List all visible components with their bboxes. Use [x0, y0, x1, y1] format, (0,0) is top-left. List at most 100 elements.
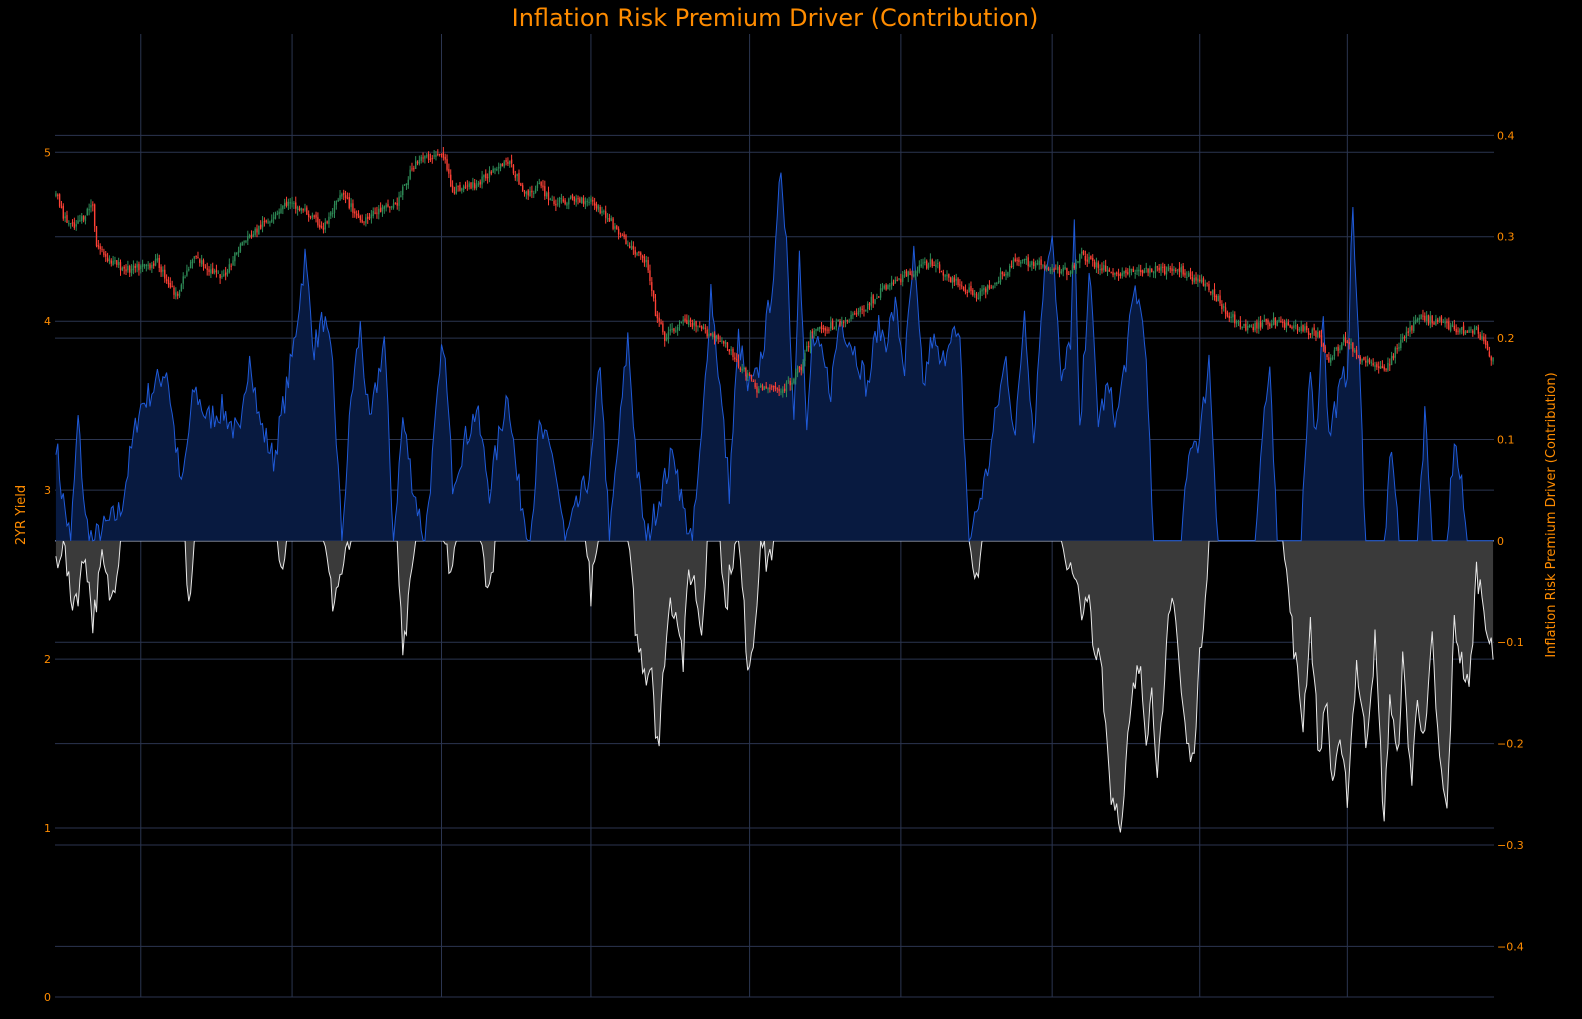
candle-body: [103, 251, 105, 256]
candle-body: [424, 155, 426, 159]
candle-body: [499, 163, 502, 169]
candle-body: [1413, 322, 1415, 332]
candle-body: [1293, 325, 1295, 328]
candle-body: [90, 205, 92, 208]
candle-body: [127, 266, 129, 271]
candle-body: [972, 290, 974, 295]
candle-body: [545, 193, 548, 197]
candle-body: [1007, 272, 1009, 276]
candle-body: [861, 308, 863, 310]
candle-body: [739, 368, 742, 370]
candle-body: [1199, 279, 1201, 282]
candle-body: [1033, 262, 1035, 266]
candle-body: [713, 333, 716, 339]
candle-body: [1104, 265, 1107, 272]
candle-body: [990, 287, 992, 289]
candle-body: [204, 266, 207, 268]
candle-body: [732, 349, 734, 357]
candle-body: [758, 388, 760, 394]
candle-body: [355, 214, 358, 216]
candle-body: [903, 272, 906, 274]
candle-body: [1093, 261, 1096, 268]
candle-body: [95, 226, 98, 246]
candle-body: [1424, 315, 1426, 321]
candle-body: [588, 201, 590, 203]
candle-body: [1211, 290, 1214, 295]
candle-body: [352, 203, 354, 213]
candle-body: [498, 167, 500, 169]
candle-body: [1315, 330, 1317, 337]
candle-body: [887, 285, 889, 290]
candle-body: [997, 280, 1000, 284]
candle-body: [1147, 269, 1149, 273]
candle-body: [702, 327, 705, 329]
candle-body: [160, 266, 162, 273]
candle-body: [180, 284, 183, 292]
candle-body: [1219, 295, 1221, 304]
candle-body: [1337, 346, 1339, 351]
candle-body: [271, 219, 273, 222]
candle-body: [1405, 332, 1408, 338]
candle-body: [846, 319, 849, 321]
candle-body: [1296, 325, 1299, 331]
candle-body: [1453, 325, 1456, 330]
candle-body: [263, 221, 266, 223]
candle-body: [1317, 332, 1319, 338]
candle-body: [1306, 325, 1308, 331]
candle-body: [200, 260, 203, 265]
candle-body: [239, 244, 242, 252]
candle-body: [208, 269, 210, 272]
candle-body: [940, 270, 943, 272]
candle-body: [191, 260, 194, 264]
candle-body: [769, 387, 771, 389]
candle-body: [389, 206, 391, 208]
candle-body: [684, 318, 686, 322]
candle-body: [1363, 357, 1365, 360]
candle-body: [232, 260, 234, 266]
candle-body: [73, 222, 76, 228]
candle-body: [165, 279, 168, 281]
candle-body: [942, 272, 944, 276]
candle-body: [79, 220, 81, 222]
candle-body: [1073, 265, 1075, 268]
candle-body: [964, 289, 967, 292]
candle-body: [1121, 272, 1123, 276]
candle-body: [1444, 321, 1446, 324]
candle-body: [555, 204, 557, 206]
candle-body: [357, 213, 360, 218]
candle-body: [267, 221, 269, 223]
candle-body: [1283, 322, 1286, 328]
candle-body: [568, 198, 570, 205]
candle-body: [1267, 320, 1269, 325]
candle-body: [1401, 337, 1404, 340]
candle-body: [597, 205, 599, 210]
candle-body: [557, 203, 559, 205]
candle-body: [182, 276, 184, 284]
candle-body: [1379, 366, 1382, 369]
candle-body: [1084, 255, 1087, 261]
candle-body: [1210, 291, 1212, 294]
candle-body: [1431, 315, 1433, 324]
candle-body: [1479, 334, 1481, 340]
candle-body: [372, 210, 374, 217]
candle-body: [319, 224, 321, 228]
candle-body: [721, 340, 723, 342]
candle-body: [1005, 274, 1007, 276]
candle-body: [195, 255, 197, 258]
candle-body: [1357, 355, 1360, 357]
candle-body: [365, 217, 367, 224]
candle-body: [110, 260, 112, 264]
candle-body: [202, 260, 205, 267]
candle-body: [385, 204, 387, 208]
candle-body: [575, 198, 577, 203]
candle-body: [1186, 276, 1188, 278]
candle-body: [1490, 356, 1492, 361]
candle-body: [957, 278, 959, 286]
candle-body: [601, 211, 603, 213]
candle-body: [488, 170, 491, 178]
candle-body: [265, 220, 267, 222]
candle-body: [143, 264, 146, 266]
candle-body: [1455, 328, 1457, 333]
candle-body: [772, 385, 775, 388]
right-tick-label: 0.2: [1497, 332, 1515, 345]
